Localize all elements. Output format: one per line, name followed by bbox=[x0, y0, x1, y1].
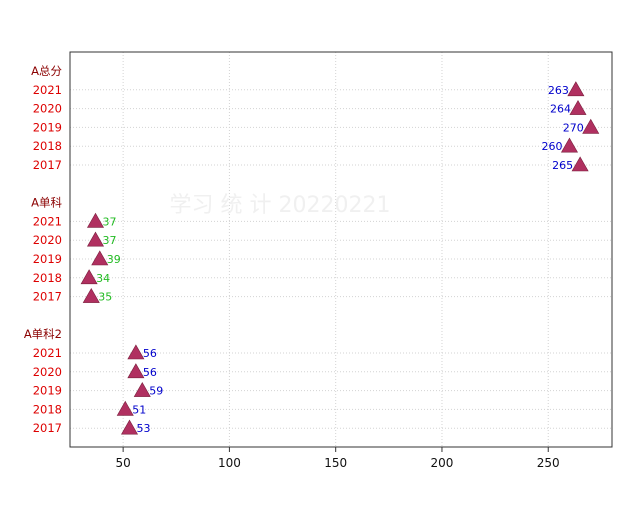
plot-background bbox=[70, 52, 612, 447]
data-value-label: 263 bbox=[548, 84, 569, 97]
year-label: 2018 bbox=[33, 139, 62, 153]
data-point-marker bbox=[569, 99, 587, 115]
data-point-marker bbox=[86, 231, 105, 247]
year-label: 2020 bbox=[33, 365, 62, 379]
data-value-label: 265 bbox=[552, 159, 573, 172]
year-label: 2019 bbox=[33, 384, 62, 398]
data-value-label: 51 bbox=[132, 403, 146, 416]
data-value-label: 59 bbox=[149, 385, 163, 398]
data-point-marker bbox=[567, 81, 585, 97]
plot-border bbox=[69, 51, 613, 448]
x-tick-label: 100 bbox=[218, 456, 241, 470]
data-point-marker bbox=[133, 381, 151, 397]
year-label: 2021 bbox=[33, 83, 62, 97]
year-label: 2018 bbox=[33, 271, 62, 285]
data-point-marker bbox=[120, 419, 139, 435]
data-value-label: 53 bbox=[137, 422, 151, 435]
year-label: 2021 bbox=[33, 214, 62, 228]
data-point-marker bbox=[116, 400, 134, 416]
year-label: 2018 bbox=[33, 402, 62, 416]
year-label: 2017 bbox=[33, 421, 62, 435]
data-point-marker bbox=[560, 137, 579, 153]
x-axis: 50 100 150 200 250 bbox=[115, 447, 560, 470]
data-rows: A总分 2021 263 2020 264 2019 270 2018 260 2017 265 A单… bbox=[24, 64, 600, 435]
group-label: A单科 bbox=[31, 196, 62, 210]
data-value-label: 35 bbox=[98, 291, 112, 304]
data-value-label: 37 bbox=[103, 215, 117, 228]
year-label: 2017 bbox=[33, 158, 62, 172]
x-tick-label: 50 bbox=[115, 456, 130, 470]
group-label: A总分 bbox=[31, 64, 62, 78]
data-value-label: 56 bbox=[143, 347, 157, 360]
year-label: 2020 bbox=[33, 102, 62, 116]
data-point-marker bbox=[127, 344, 145, 360]
data-point-marker bbox=[86, 212, 105, 228]
data-value-label: 34 bbox=[96, 272, 110, 285]
data-value-label: 39 bbox=[107, 253, 121, 266]
year-label: 2019 bbox=[33, 252, 62, 266]
data-value-label: 260 bbox=[541, 140, 562, 153]
data-point-marker bbox=[582, 118, 600, 134]
data-point-marker bbox=[82, 287, 100, 303]
data-point-marker bbox=[91, 250, 109, 266]
data-value-label: 270 bbox=[563, 121, 584, 134]
data-value-label: 56 bbox=[143, 366, 157, 379]
x-tick-label: 150 bbox=[324, 456, 347, 470]
watermark-text: 学习 统 计 20220221 bbox=[170, 193, 391, 218]
x-tick-label: 250 bbox=[537, 456, 560, 470]
year-label: 2019 bbox=[33, 120, 62, 134]
data-point-marker bbox=[127, 363, 145, 379]
data-value-label: 264 bbox=[550, 103, 571, 116]
grid-lines bbox=[70, 52, 612, 447]
data-value-label: 37 bbox=[103, 234, 117, 247]
data-point-marker bbox=[80, 269, 98, 285]
data-point-marker bbox=[571, 156, 589, 172]
group-label: A单科2 bbox=[24, 327, 62, 341]
x-tick-label: 200 bbox=[431, 456, 454, 470]
year-label: 2021 bbox=[33, 346, 62, 360]
year-label: 2017 bbox=[33, 290, 62, 304]
year-label: 2020 bbox=[33, 233, 62, 247]
